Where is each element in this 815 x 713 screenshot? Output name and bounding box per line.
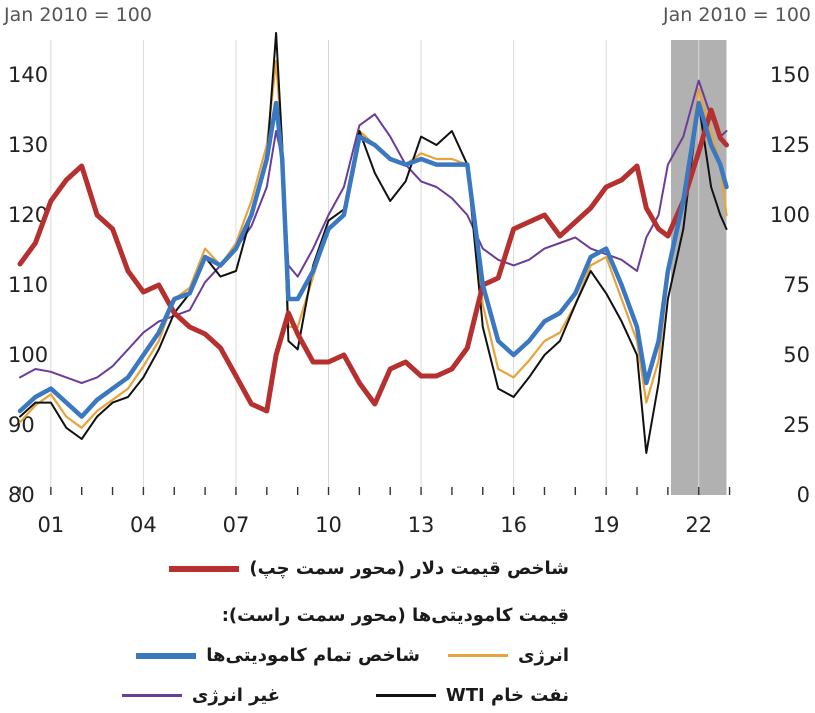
legend-dollar: شاخص قیمت دلار (محور سمت چپ) bbox=[169, 558, 569, 579]
legend-dollar-label: شاخص قیمت دلار (محور سمت چپ) bbox=[249, 558, 569, 579]
legend-wti: نفت خام WTI bbox=[375, 685, 569, 706]
x-tick-label: 16 bbox=[500, 513, 527, 537]
legend-commodity-heading-label: قیمت کامودیتی‌ها (محور سمت راست): bbox=[221, 605, 569, 626]
legend-nonenergy-label: غیر انرژی bbox=[191, 685, 280, 706]
legend-energy: انرژی bbox=[448, 645, 569, 666]
y-right-tick-label: 0 bbox=[797, 483, 810, 507]
y-left-tick-label: 80 bbox=[8, 483, 35, 507]
legend-all: شاخص تمام کامودیتی‌ها bbox=[136, 645, 420, 666]
legend-commodity-heading: قیمت کامودیتی‌ها (محور سمت راست): bbox=[222, 605, 569, 626]
series-line-dollar bbox=[17, 107, 729, 414]
x-tick-label: 19 bbox=[593, 513, 620, 537]
legend-wti-label: نفت خام WTI bbox=[445, 685, 569, 706]
legend-wti-swatch bbox=[375, 694, 436, 697]
y-left-tick-label: 140 bbox=[8, 63, 48, 87]
series-line-nonenergy bbox=[19, 79, 728, 384]
series-line-wti bbox=[19, 32, 728, 454]
y-right-tick-label: 100 bbox=[770, 203, 810, 227]
x-tick-label: 22 bbox=[685, 513, 712, 537]
legend-all-swatch bbox=[136, 652, 197, 659]
y-left-tick-label: 130 bbox=[8, 133, 48, 157]
series-line-all bbox=[17, 100, 729, 419]
x-tick-label: 13 bbox=[408, 513, 435, 537]
y-right-tick-label: 75 bbox=[783, 273, 810, 297]
y-right-tick-label: 50 bbox=[783, 343, 810, 367]
y-left-tick-label: 110 bbox=[8, 273, 48, 297]
y-right-tick-label: 125 bbox=[770, 133, 810, 157]
y-left-tick-label: 90 bbox=[8, 413, 35, 437]
legend-energy-swatch bbox=[448, 654, 508, 657]
y-right-tick-label: 150 bbox=[770, 63, 810, 87]
legend-all-label: شاخص تمام کامودیتی‌ها bbox=[206, 645, 420, 666]
left-axis-unit: Jan 2010 = 100 bbox=[4, 4, 152, 26]
x-tick-label: 04 bbox=[130, 513, 157, 537]
y-right-tick-label: 25 bbox=[783, 413, 810, 437]
legend-nonenergy: غیر انرژی bbox=[121, 685, 280, 706]
x-tick-label: 07 bbox=[223, 513, 250, 537]
legend-dollar-swatch bbox=[169, 565, 240, 572]
legend-energy-label: انرژی bbox=[518, 645, 569, 666]
x-tick-label: 10 bbox=[315, 513, 342, 537]
x-tick-label: 01 bbox=[37, 513, 64, 537]
right-axis-unit: Jan 2010 = 100 bbox=[663, 4, 811, 26]
y-left-tick-label: 100 bbox=[8, 343, 48, 367]
legend-nonenergy-swatch bbox=[121, 694, 182, 697]
